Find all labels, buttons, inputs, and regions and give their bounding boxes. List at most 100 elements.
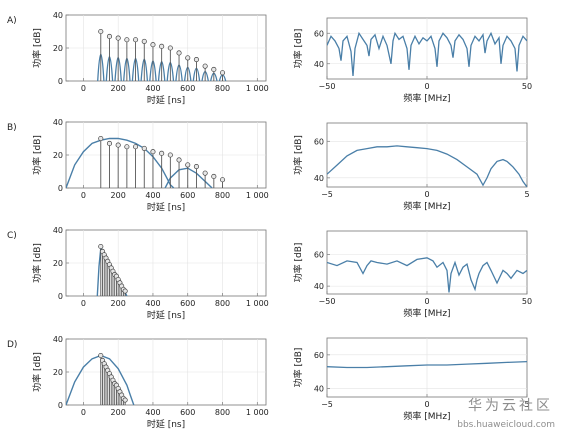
stem-marker — [219, 177, 226, 183]
envelope-curve — [66, 137, 175, 188]
x-tick-label: 600 — [180, 191, 195, 200]
stem-marker — [141, 145, 147, 151]
stem-marker — [167, 152, 173, 158]
x-tick-label: 1 000 — [246, 408, 269, 417]
y-axis-label: 功率 [dB] — [31, 135, 43, 175]
y-tick-label: 0 — [58, 401, 63, 410]
x-axis-label: 频率 [MHz] — [403, 307, 450, 319]
plot-area — [66, 135, 226, 188]
x-tick-label: 800 — [215, 84, 230, 93]
y-axis-label: 功率 [dB] — [292, 243, 304, 283]
x-tick-label: 600 — [180, 299, 195, 308]
y-tick-label: 60 — [314, 29, 324, 38]
x-tick-label: 0 — [424, 400, 429, 409]
x-axis-label: 时延 [ns] — [147, 201, 185, 213]
stem-marker — [122, 397, 128, 403]
stem-marker — [98, 135, 104, 142]
panel-label: C) — [7, 231, 17, 241]
x-axis-label: 频率 [MHz] — [403, 92, 450, 104]
chart-panel-1-delay: A) 0 200 400 600 800 1 000 0 20 40 时延 [ns] 功率 [dB] — [7, 11, 269, 106]
panel-label: D) — [7, 340, 17, 350]
stem-marker — [98, 243, 104, 250]
x-tick-label: −50 — [319, 297, 336, 306]
y-tick-label: 20 — [53, 44, 63, 53]
stem-marker — [219, 70, 226, 76]
envelope-curve — [66, 354, 135, 405]
x-tick-label: 5 — [524, 190, 529, 199]
spectrum-line — [327, 360, 527, 369]
x-tick-label: −5 — [321, 400, 333, 409]
stem-marker — [185, 162, 191, 168]
x-tick-label: 50 — [522, 297, 532, 306]
panel-label: B) — [7, 123, 17, 133]
x-axis-label: 频率 [MHz] — [403, 410, 450, 422]
x-tick-label: 50 — [522, 82, 532, 91]
stem-marker — [115, 142, 121, 148]
y-tick-label: 0 — [58, 292, 63, 301]
x-axis-label: 频率 [MHz] — [403, 200, 450, 212]
plot-area — [327, 145, 527, 187]
stem-marker — [98, 28, 104, 35]
plot-area — [96, 243, 128, 296]
stem-marker — [124, 37, 130, 43]
stem-marker — [193, 164, 199, 170]
stem-marker — [159, 43, 165, 49]
x-tick-label: 800 — [215, 408, 230, 417]
chart-panel-4-delay: D) 0 200 400 600 800 1 000 0 20 40 时延 [ns] 功率 [dB] — [7, 335, 269, 430]
spectrum-line — [327, 31, 527, 77]
stem-marker — [133, 144, 139, 150]
x-tick-label: 600 — [180, 84, 195, 93]
x-tick-label: 400 — [145, 408, 160, 417]
plot-area — [327, 257, 527, 293]
stem-marker — [211, 66, 217, 73]
stem-marker — [150, 42, 156, 48]
chart-panel-2-delay: B) 0 200 400 600 800 1 000 0 20 40 时延 [ns] 功率 [dB] — [7, 118, 269, 213]
plot-area — [327, 31, 527, 77]
watermark-url: bbs.huaweicloud.com — [457, 420, 555, 430]
plot-area — [97, 28, 227, 81]
x-tick-label: 600 — [180, 408, 195, 417]
watermark-title: 华为云社区 — [468, 398, 553, 414]
y-tick-label: 20 — [53, 259, 63, 268]
y-tick-label: 40 — [314, 385, 324, 394]
y-axis-label: 功率 [dB] — [31, 28, 43, 68]
x-tick-label: 800 — [215, 191, 230, 200]
x-tick-label: 0 — [424, 82, 429, 91]
x-tick-label: 0 — [81, 299, 86, 308]
y-axis-label: 功率 [dB] — [292, 29, 304, 69]
stem-marker — [150, 149, 156, 155]
y-tick-label: 60 — [314, 251, 324, 260]
x-tick-label: 0 — [81, 191, 86, 200]
y-tick-label: 60 — [314, 351, 324, 360]
stem-marker — [159, 150, 165, 156]
x-tick-label: −5 — [321, 190, 333, 199]
y-tick-label: 40 — [53, 118, 63, 127]
stem-marker — [115, 35, 121, 41]
y-tick-label: 40 — [314, 60, 324, 69]
stem-marker — [106, 140, 113, 147]
chart-panel-3-delay: C) 0 200 400 600 800 1 000 0 20 40 时延 [ns] 功率 [dB] — [7, 226, 269, 321]
stem-marker — [106, 33, 113, 40]
y-tick-label: 0 — [58, 184, 63, 193]
chart-panel-4-frequency: −5 0 5 40 60 频率 [MHz] 功率 [dB] — [292, 337, 530, 422]
stem-marker — [122, 288, 128, 294]
chart-panel-1-frequency: −50 0 50 40 60 频率 [MHz] 功率 [dB] — [292, 17, 532, 104]
x-tick-label: 400 — [145, 84, 160, 93]
x-tick-label: 0 — [424, 297, 429, 306]
x-tick-label: 200 — [111, 84, 126, 93]
chart-panel-2-frequency: −5 0 5 40 60 频率 [MHz] 功率 [dB] — [292, 122, 530, 212]
stem-marker — [133, 37, 139, 43]
x-tick-label: 5 — [524, 400, 529, 409]
stem-marker — [211, 173, 217, 180]
chart-panel-3-frequency: −50 0 50 40 60 频率 [MHz] 功率 [dB] — [292, 230, 532, 319]
stem-marker — [176, 157, 182, 163]
x-tick-label: 400 — [145, 191, 160, 200]
y-tick-label: 40 — [314, 282, 324, 291]
y-tick-label: 60 — [314, 137, 324, 146]
x-axis-label: 时延 [ns] — [147, 309, 185, 321]
spectrum-line — [327, 257, 527, 293]
plot-area — [66, 352, 135, 405]
panel-label: A) — [7, 16, 17, 26]
y-axis-label: 功率 [dB] — [31, 352, 43, 392]
stem-marker — [141, 38, 147, 44]
